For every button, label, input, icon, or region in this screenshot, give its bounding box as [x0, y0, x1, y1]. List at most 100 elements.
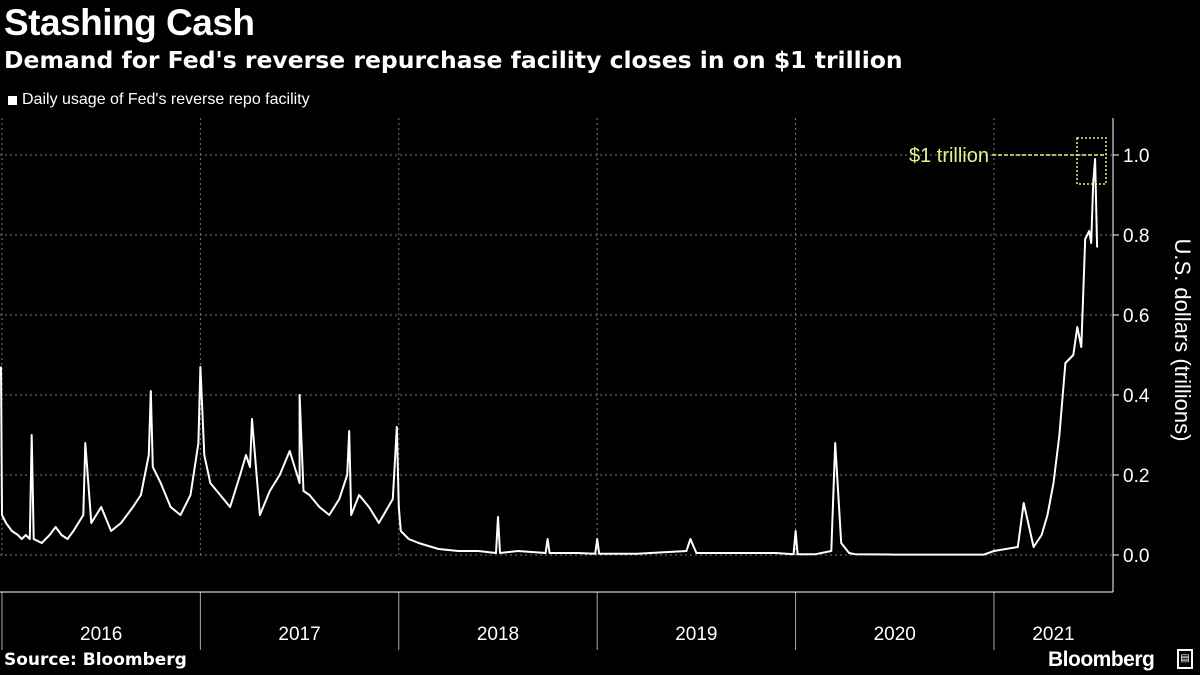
data-point [893, 553, 896, 556]
data-point [40, 542, 43, 544]
data-point [685, 550, 688, 552]
data-point [796, 553, 799, 555]
data-point [636, 553, 638, 555]
data-point [251, 418, 253, 420]
data-point [1032, 546, 1035, 548]
data-point [854, 553, 856, 555]
x-tick-label: 2018 [477, 624, 519, 645]
data-point [278, 474, 281, 476]
series-line [0, 158, 1099, 556]
data-point [149, 390, 152, 392]
chart-subtitle: Demand for Fed's reverse repurchase faci… [4, 46, 903, 74]
data-point [598, 553, 600, 555]
data-point [594, 553, 596, 555]
data-point [120, 522, 122, 524]
data-point [544, 552, 547, 554]
data-point [298, 394, 301, 396]
data-point [517, 550, 519, 552]
data-point [199, 366, 202, 368]
x-tick-label: 2020 [874, 624, 916, 645]
data-point [358, 494, 360, 496]
data-point [346, 474, 348, 476]
data-point [126, 514, 128, 516]
data-point [90, 522, 93, 524]
data-point [1064, 362, 1067, 364]
bloomberg-terminal-icon: ▤ [1177, 649, 1193, 669]
data-point [259, 514, 261, 516]
y-tick-label: 0.8 [1123, 226, 1149, 247]
data-point [1040, 534, 1043, 536]
data-point [318, 506, 321, 508]
chart-title: Stashing Cash [4, 2, 255, 43]
data-point [848, 552, 850, 554]
data-point [197, 442, 200, 444]
y-tick-label: 0.2 [1123, 466, 1149, 487]
data-point [1080, 346, 1083, 348]
data-point [576, 552, 579, 554]
data-point [814, 553, 817, 555]
data-point [477, 550, 479, 552]
data-point [21, 538, 23, 540]
data-point [30, 434, 33, 436]
data-point [179, 514, 182, 516]
legend-label: Daily usage of Fed's reverse repo facili… [22, 91, 310, 108]
data-point [596, 538, 598, 540]
data-point [0, 366, 2, 368]
data-point [189, 494, 192, 496]
data-point [28, 538, 31, 540]
data-point [338, 498, 341, 500]
data-point [203, 454, 206, 456]
data-point [32, 538, 35, 540]
axes: 0.0 0.2 0.4 0.6 0.8 1.0 U.S. dollars (trillion… [0, 118, 1195, 650]
y-tick-label: 0.0 [1123, 546, 1149, 567]
data-point [348, 430, 350, 432]
x-tick-label: 2017 [278, 624, 320, 645]
data-point [1016, 546, 1019, 548]
data-point [209, 482, 212, 484]
x-tick-label: 2021 [1032, 624, 1074, 645]
data-point [1052, 482, 1055, 484]
data-point [72, 530, 75, 532]
data-point [219, 494, 222, 496]
data-point [229, 506, 231, 508]
data-point [695, 552, 698, 554]
data-point [239, 474, 241, 476]
data-point [328, 514, 331, 516]
data-point [840, 542, 842, 544]
y-axis-label: U.S. dollars (trillions) [1170, 239, 1195, 442]
data-point [497, 516, 499, 518]
data-point [735, 552, 737, 554]
data-point [140, 494, 142, 496]
data-point [1094, 158, 1096, 160]
data-point [457, 550, 460, 552]
data-point [1096, 246, 1098, 248]
data-point [834, 442, 837, 444]
data-point [151, 466, 154, 468]
annotation-highlight-box [1076, 137, 1107, 185]
x-tick-label: 2019 [675, 624, 717, 645]
data-point [100, 506, 102, 508]
data-point [774, 552, 777, 554]
data-point [24, 534, 27, 536]
data-point [1084, 238, 1087, 240]
data-point [546, 538, 549, 540]
annotation-layer: $1 trillion [909, 137, 1107, 185]
data-point [82, 514, 85, 516]
data-point [830, 550, 833, 552]
data-point [1090, 242, 1092, 244]
data-point [689, 538, 692, 540]
data-point [5, 522, 7, 524]
data-point [66, 538, 69, 540]
data-point [392, 498, 394, 500]
data-point [17, 534, 19, 536]
data-point [548, 552, 551, 554]
data-point [397, 506, 400, 508]
data-point [298, 482, 301, 484]
data-point [269, 490, 271, 492]
data-point [407, 538, 410, 540]
data-point [11, 530, 13, 532]
data-point [378, 522, 380, 524]
data-point [983, 553, 985, 556]
data-point [1076, 326, 1079, 328]
